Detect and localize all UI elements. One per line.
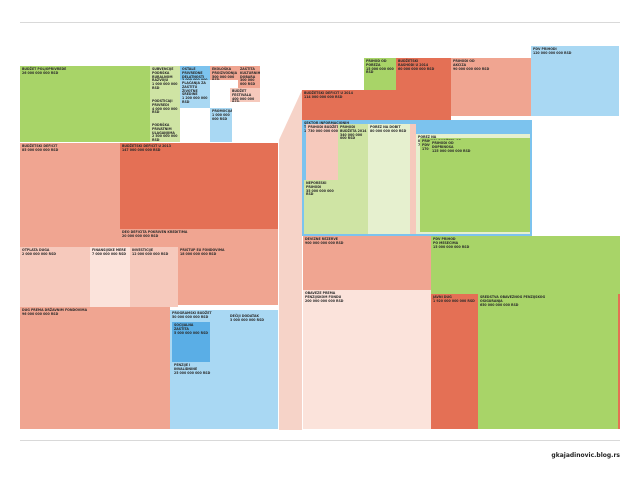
treemap-tile-label: SREDSTVA OBAVEZNOG PENZIJSKOG OSIGURANJA… <box>480 295 546 307</box>
treemap-tile-label: PDV PRIHODI 120 000 000 000 RSD <box>533 47 572 55</box>
treemap-tile-14: OTPLATA DUGA 2 000 000 000 RSD <box>20 247 90 307</box>
treemap-tile-24: PRIHOD OD POREZA 15 000 000 000 RSD <box>364 58 396 90</box>
treemap-tile-label: PRIHODI OD DOPRINOSA 125 000 000 000 RSD <box>432 141 471 153</box>
treemap-tile-label: BUDŽETSKI DEFICIT U 2014 114 000 000 000… <box>304 91 353 99</box>
treemap-tile-label: PODSTICAJI PRIVREDI 4 000 000 000 RSD <box>152 99 178 115</box>
treemap-tile-label: JAVNI DUG 1 920 000 000 000 RSD <box>433 295 475 303</box>
treemap-tile-label: DEO DEFICITA POKRIVEN KREDITIMA 20 000 0… <box>122 230 188 238</box>
treemap-tile-9: ZAŠTITA KULTURNIH DOBARA 300 000 000 RSD <box>238 66 260 88</box>
treemap-tile-40: SREDSTVA OBAVEZNOG PENZIJSKOG OSIGURANJA… <box>478 294 618 429</box>
treemap-tile-label: EKOLOŠKA PROIZVODNJA 500 000 000 RSD <box>212 67 238 80</box>
treemap-tile-37: OBAVEZE PREMA PENZIJSKOM FONDU 200 000 0… <box>303 290 431 429</box>
treemap-tile-label: DEČIJI DODATAK 3 000 000 000 RSD <box>230 314 265 322</box>
treemap-tile-label: BUDŽET FESTIVALA 400 000 000 RSD <box>232 89 255 102</box>
treemap-tile-label: SUBVENCIJE PODRŠKA RURALNOM RAZVOJU 1 00… <box>152 67 178 90</box>
treemap-tile-20: SOCIJALNA ZAŠTITA 5 000 000 000 RSD <box>172 322 210 362</box>
treemap-tile-label: BUDŽETSKI DEFICIT U 2013 147 000 000 000… <box>122 144 171 152</box>
treemap-tile-label: DUG PREMA DRŽAVNIM FONDOVIMA 96 000 000 … <box>22 308 88 316</box>
treemap-tile-7: PODRŠKA PRIVATNIM ULAGANJIMA 2 500 000 0… <box>150 122 180 142</box>
treemap-tile-15: FINANSIJSKE MERE 7 000 000 000 RSD <box>90 247 130 307</box>
treemap-tile-27: PDV PRIHODI 120 000 000 000 RSD <box>531 46 619 116</box>
treemap-tile-label: PRISTUP EU FONDOVIMA 18 000 000 000 RSD <box>180 248 225 256</box>
treemap-tile-label: PRIHOD OD POREZA 15 000 000 000 RSD <box>366 59 394 75</box>
treemap-tile-36: DEVIZNE REZERVE 900 000 000 000 RSD <box>303 236 431 290</box>
treemap-tile-31: POREZ NA DOBIT 80 000 000 000 RSD <box>368 124 410 234</box>
treemap-tile-6: PODSTICAJI PRIVREDI 4 000 000 000 RSD <box>150 98 180 122</box>
treemap-tile-8: BUDŽET FESTIVALA 400 000 000 RSD <box>230 88 260 102</box>
treemap-tile-label: PDV PRIHOD PO MESECIMA 15 000 000 000 RS… <box>433 237 470 249</box>
treemap-tile-label: OTPLATA DUGA 2 000 000 000 RSD <box>22 248 57 256</box>
treemap-tile-label: PROMOCIJA 1 000 000 000 RSD <box>212 109 232 121</box>
treemap-tile-30: PRIHODI BUDŽETA 2014 340 000 000 000 RSD <box>338 124 368 234</box>
treemap-tile-label: BUDŽETSKI DEFICIT 85 000 000 000 RSD <box>22 144 59 152</box>
treemap-tile-label: FINANSIJSKE MERE 7 000 000 000 RSD <box>92 248 127 256</box>
treemap-tile-label: PRIHODI OD AKCIZA 90 000 000 000 RSD <box>453 59 490 71</box>
treemap-tile-label: ZAŠTITA KULTURNIH DOBARA 300 000 000 RSD <box>240 67 260 87</box>
top-divider <box>20 22 620 23</box>
treemap-tile-4: EKOLOŠKA PROIZVODNJA 500 000 000 RSD <box>210 66 238 80</box>
connector-polygon <box>279 90 302 430</box>
treemap-tile-label: BUDŽETSKI RASHODI U 2014 60 000 000 000 … <box>398 59 435 71</box>
treemap-tile-label: NEPORESKI PRIHODI 35 000 000 000 RSD <box>306 181 334 197</box>
bottom-divider <box>20 440 620 441</box>
treemap-tile-label: INVESTICIJE 12 000 000 000 RSD <box>132 248 169 256</box>
treemap-tile-21: DEČIJI DODATAK 3 000 000 000 RSD <box>228 313 278 361</box>
treemap-tile-35: PRIHODI OD DOPRINOSA 125 000 000 000 RSD <box>430 140 512 224</box>
treemap-tile-label: POREZ NA DOBIT 80 000 000 000 RSD <box>370 125 407 133</box>
treemap-tile-2: SUBVENCIJE PODRŠKA RURALNOM RAZVOJU 1 00… <box>150 66 180 98</box>
treemap-tile-label: PROGRAMSKI BUDŽET 50 000 000 000 RSD <box>172 311 212 319</box>
treemap-tile-label: BUDŽET POLJOPRIVREDE 26 000 000 000 RSD <box>22 67 67 75</box>
treemap-tile-38: PDV PRIHOD PO MESECIMA 15 000 000 000 RS… <box>431 236 620 294</box>
treemap-tile-11: BUDŽETSKI DEFICIT 85 000 000 000 RSD <box>20 143 120 247</box>
treemap-tile-23: BUDŽETSKI DEFICIT U 2014 114 000 000 000… <box>302 90 396 120</box>
treemap-tile-25: BUDŽETSKI RASHODI U 2014 60 000 000 000 … <box>396 58 451 120</box>
treemap-tile-label: DEVIZNE REZERVE 900 000 000 000 RSD <box>305 237 344 245</box>
treemap-tile-label: PENZIJE I INVALIDNINE 25 000 000 000 RSD <box>174 363 211 375</box>
treemap-tile-16: INVESTICIJE 12 000 000 000 RSD <box>130 247 178 307</box>
treemap-tile-13: DEO DEFICITA POKRIVEN KREDITIMA 20 000 0… <box>120 229 278 247</box>
treemap-tile-label: PRIHODI BUDŽETA 2014 340 000 000 000 RSD <box>340 125 367 141</box>
treemap-tile-label: SOCIJALNA ZAŠTITA 5 000 000 000 RSD <box>174 323 209 335</box>
treemap-tile-label: OBAVEZE PREMA PENZIJSKOM FONDU 200 000 0… <box>305 291 344 303</box>
treemap-tile-5: PLAĆANJA ZA ZAŠTITU ŽIVOTNE SREDINE 1 20… <box>180 80 210 108</box>
treemap-tile-18: DUG PREMA DRŽAVNIM FONDOVIMA 96 000 000 … <box>20 307 170 429</box>
treemap-tile-17: PRISTUP EU FONDOVIMA 18 000 000 000 RSD <box>178 247 278 305</box>
treemap-tile-10: PROMOCIJA 1 000 000 000 RSD <box>210 108 232 142</box>
treemap-tile-label: PLAĆANJA ZA ZAŠTITU ŽIVOTNE SREDINE 1 20… <box>182 81 208 104</box>
treemap-tile-22: PENZIJE I INVALIDNINE 25 000 000 000 RSD <box>172 362 278 428</box>
treemap-tile-34: NEPORESKI PRIHODI 35 000 000 000 RSD <box>304 180 338 234</box>
treemap-tile-label: PODRŠKA PRIVATNIM ULAGANJIMA 2 500 000 0… <box>152 123 178 142</box>
treemap-tile-26: PRIHODI OD AKCIZA 90 000 000 000 RSD <box>451 58 531 116</box>
credit-text[interactable]: gkajadinovic.blog.rs <box>551 452 620 459</box>
treemap-tile-12: BUDŽETSKI DEFICIT U 2013 147 000 000 000… <box>120 143 278 229</box>
treemap-tile-1: BUDŽET POLJOPRIVREDE 26 000 000 000 RSD <box>20 66 150 142</box>
